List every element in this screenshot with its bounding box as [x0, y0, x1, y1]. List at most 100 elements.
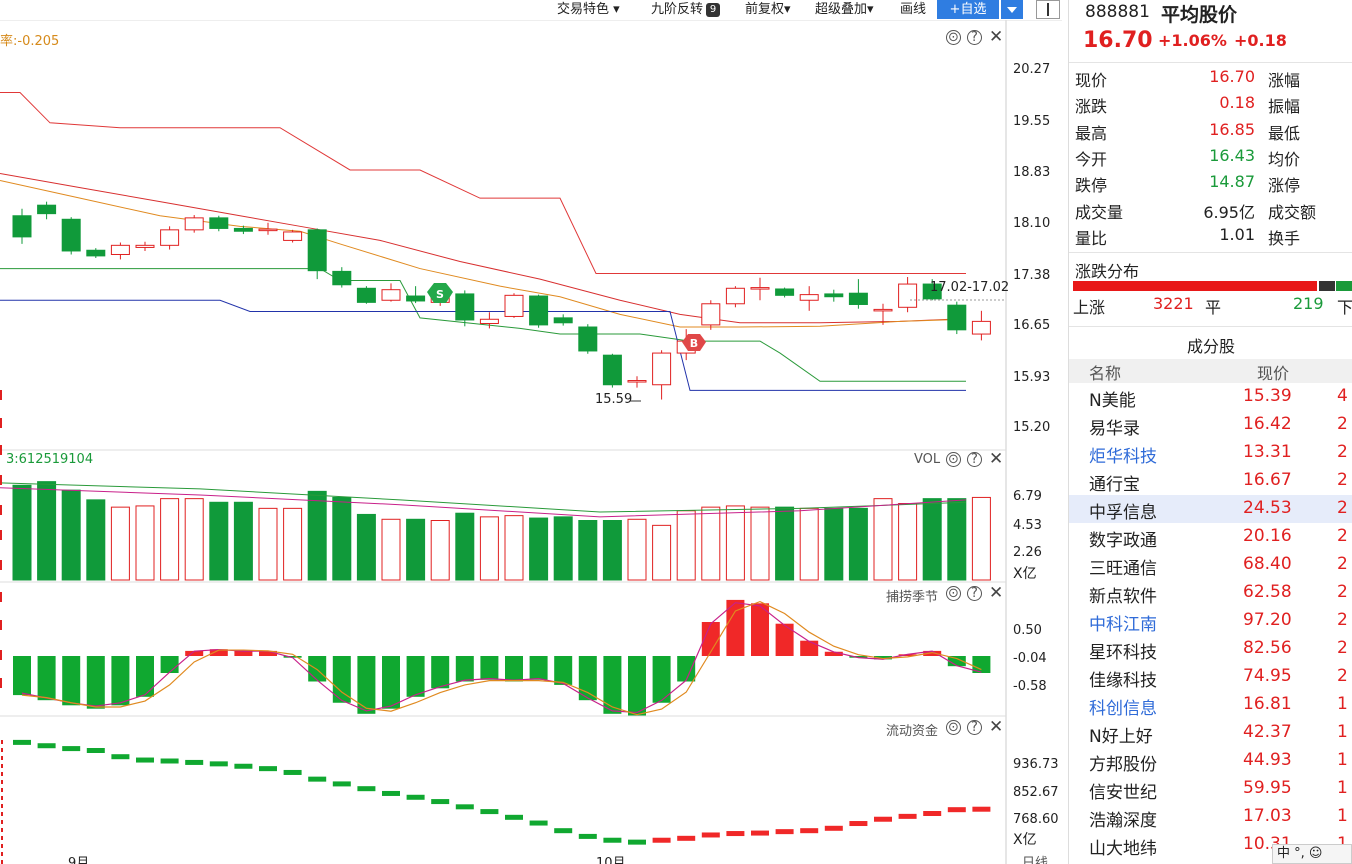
constituent-row[interactable]: 星环科技 82.56 2	[1069, 635, 1352, 663]
constituent-price: 68.40	[1243, 554, 1292, 574]
macd-bar	[382, 656, 400, 709]
draw-line-button[interactable]: 画线	[900, 0, 926, 20]
price-tick: 18.83	[1013, 165, 1051, 180]
macd-bar	[947, 656, 966, 667]
macd-bar	[357, 656, 376, 714]
constituent-row[interactable]: 通行宝 16.67 2	[1069, 467, 1352, 495]
ime-toolbar[interactable]: 中 °, ☺	[1272, 844, 1352, 864]
count-badge: 9	[706, 3, 721, 17]
candle-body	[209, 217, 229, 229]
ma-line-0	[0, 173, 967, 324]
quote-row: 涨跌 0.18 振幅	[1069, 90, 1352, 116]
settings-icon[interactable]: ⊙	[946, 586, 961, 601]
volume-bar	[922, 498, 942, 581]
up-count: 3221	[1153, 294, 1194, 313]
flat-label: 平	[1205, 298, 1222, 317]
quote-value: 14.87	[1209, 172, 1255, 192]
ma-line-1	[0, 180, 967, 328]
constituent-row[interactable]: 易华录 16.42 2	[1069, 411, 1352, 439]
volume-bar	[750, 506, 770, 581]
current-price: 16.70	[1083, 28, 1153, 53]
constituent-row[interactable]: 中科江南 97.20 2	[1069, 607, 1352, 635]
macd-bar	[652, 656, 671, 703]
help-icon[interactable]: ?	[967, 452, 982, 467]
quote-row: 现价 16.70 涨幅	[1069, 64, 1352, 90]
constituent-name: 数字政通	[1089, 531, 1157, 551]
settings-icon[interactable]: ⊙	[946, 720, 961, 735]
watchlist-dropdown-button[interactable]	[1001, 0, 1023, 19]
constituent-price: 16.81	[1243, 694, 1292, 714]
constituent-row[interactable]: 方邦股份 44.93 1	[1069, 747, 1352, 775]
volume-bar	[430, 520, 450, 581]
sidebar-toggle-icon[interactable]	[1036, 0, 1060, 19]
constituent-row[interactable]: 信安世纪 59.95 1	[1069, 775, 1352, 803]
macd-bar	[824, 651, 843, 656]
buy-mark-label: B	[690, 337, 698, 350]
macd-bar	[406, 656, 425, 697]
flow-bar	[947, 807, 966, 813]
macd-bar	[259, 650, 277, 656]
constituent-row[interactable]: 浩瀚深度 17.03 1	[1069, 803, 1352, 831]
close-icon[interactable]: ✕	[989, 717, 1004, 737]
constituent-row[interactable]: N好上好 42.37 1	[1069, 719, 1352, 747]
volume-bar	[12, 484, 32, 581]
close-icon[interactable]: ✕	[989, 583, 1004, 603]
flow-unit: X亿	[1013, 832, 1037, 848]
constituent-row[interactable]: 数字政通 20.16 2	[1069, 523, 1352, 551]
kline-chart[interactable]: SB	[0, 20, 1062, 864]
constituent-row[interactable]: 中孚信息 24.53 2	[1069, 495, 1352, 523]
flow-bar	[701, 832, 720, 838]
candle-body	[947, 304, 967, 331]
add-watchlist-button[interactable]: +自选	[937, 0, 999, 19]
menu-label: 九阶反转	[651, 2, 704, 17]
nine-turn-button[interactable]: 九阶反转 9	[651, 0, 721, 20]
constituent-row[interactable]: 炬华科技 13.31 2	[1069, 439, 1352, 467]
month-label: 9月	[68, 856, 90, 864]
flow-bar	[751, 830, 769, 836]
quote-key: 成交额	[1268, 202, 1317, 222]
month-label: 10月	[596, 856, 626, 864]
close-icon[interactable]: ✕	[989, 449, 1004, 469]
col-name[interactable]: 名称	[1089, 364, 1122, 383]
quote-value: 0.18	[1219, 93, 1255, 113]
volume-bar	[479, 516, 499, 581]
sell-mark-label: S	[436, 288, 444, 301]
constituent-extra: 1	[1337, 778, 1348, 798]
volume-bar	[184, 498, 204, 581]
signal-line	[21, 600, 982, 716]
constituent-row[interactable]: 佳缘科技 74.95 2	[1069, 663, 1352, 691]
help-icon[interactable]: ?	[967, 720, 982, 735]
settings-icon[interactable]: ⊙	[946, 452, 961, 467]
quote-value: 16.70	[1209, 67, 1255, 86]
macd-bar	[185, 650, 204, 656]
adjust-menu[interactable]: 前复权▾	[745, 0, 791, 20]
close-icon[interactable]: ✕	[989, 27, 1004, 47]
quote-row: 成交量 6.95亿 成交额	[1069, 196, 1352, 222]
price-tick: 19.55	[1013, 114, 1051, 129]
col-price[interactable]: 现价	[1257, 364, 1290, 383]
candle-body	[283, 231, 303, 241]
constituent-row[interactable]: 科创信息 16.81 1	[1069, 691, 1352, 719]
trading-features-menu[interactable]: 交易特色 ▾	[557, 0, 620, 20]
constituent-row[interactable]: N美能 15.39 4	[1069, 383, 1352, 411]
volume-bar	[233, 501, 253, 581]
menu-label: 画线	[900, 2, 927, 17]
overlay-menu[interactable]: 超级叠加▾	[815, 0, 874, 20]
flow-bar	[874, 816, 892, 822]
candle-body	[725, 287, 745, 305]
macd-bar	[62, 656, 81, 706]
constituent-extra: 2	[1337, 638, 1348, 658]
candle-body	[553, 317, 573, 324]
quote-key: 换手	[1268, 228, 1301, 248]
macd-bar	[923, 650, 942, 656]
constituent-name: 三旺通信	[1089, 559, 1157, 579]
settings-icon[interactable]: ⊙	[946, 30, 961, 45]
constituent-name: 浩瀚深度	[1089, 811, 1157, 831]
help-icon[interactable]: ?	[967, 30, 982, 45]
constituent-row[interactable]: 新点软件 62.58 2	[1069, 579, 1352, 607]
help-icon[interactable]: ?	[967, 586, 982, 601]
constituent-row[interactable]: 三旺通信 68.40 2	[1069, 551, 1352, 579]
macd-bar	[111, 656, 130, 706]
macd-bar	[529, 656, 548, 680]
